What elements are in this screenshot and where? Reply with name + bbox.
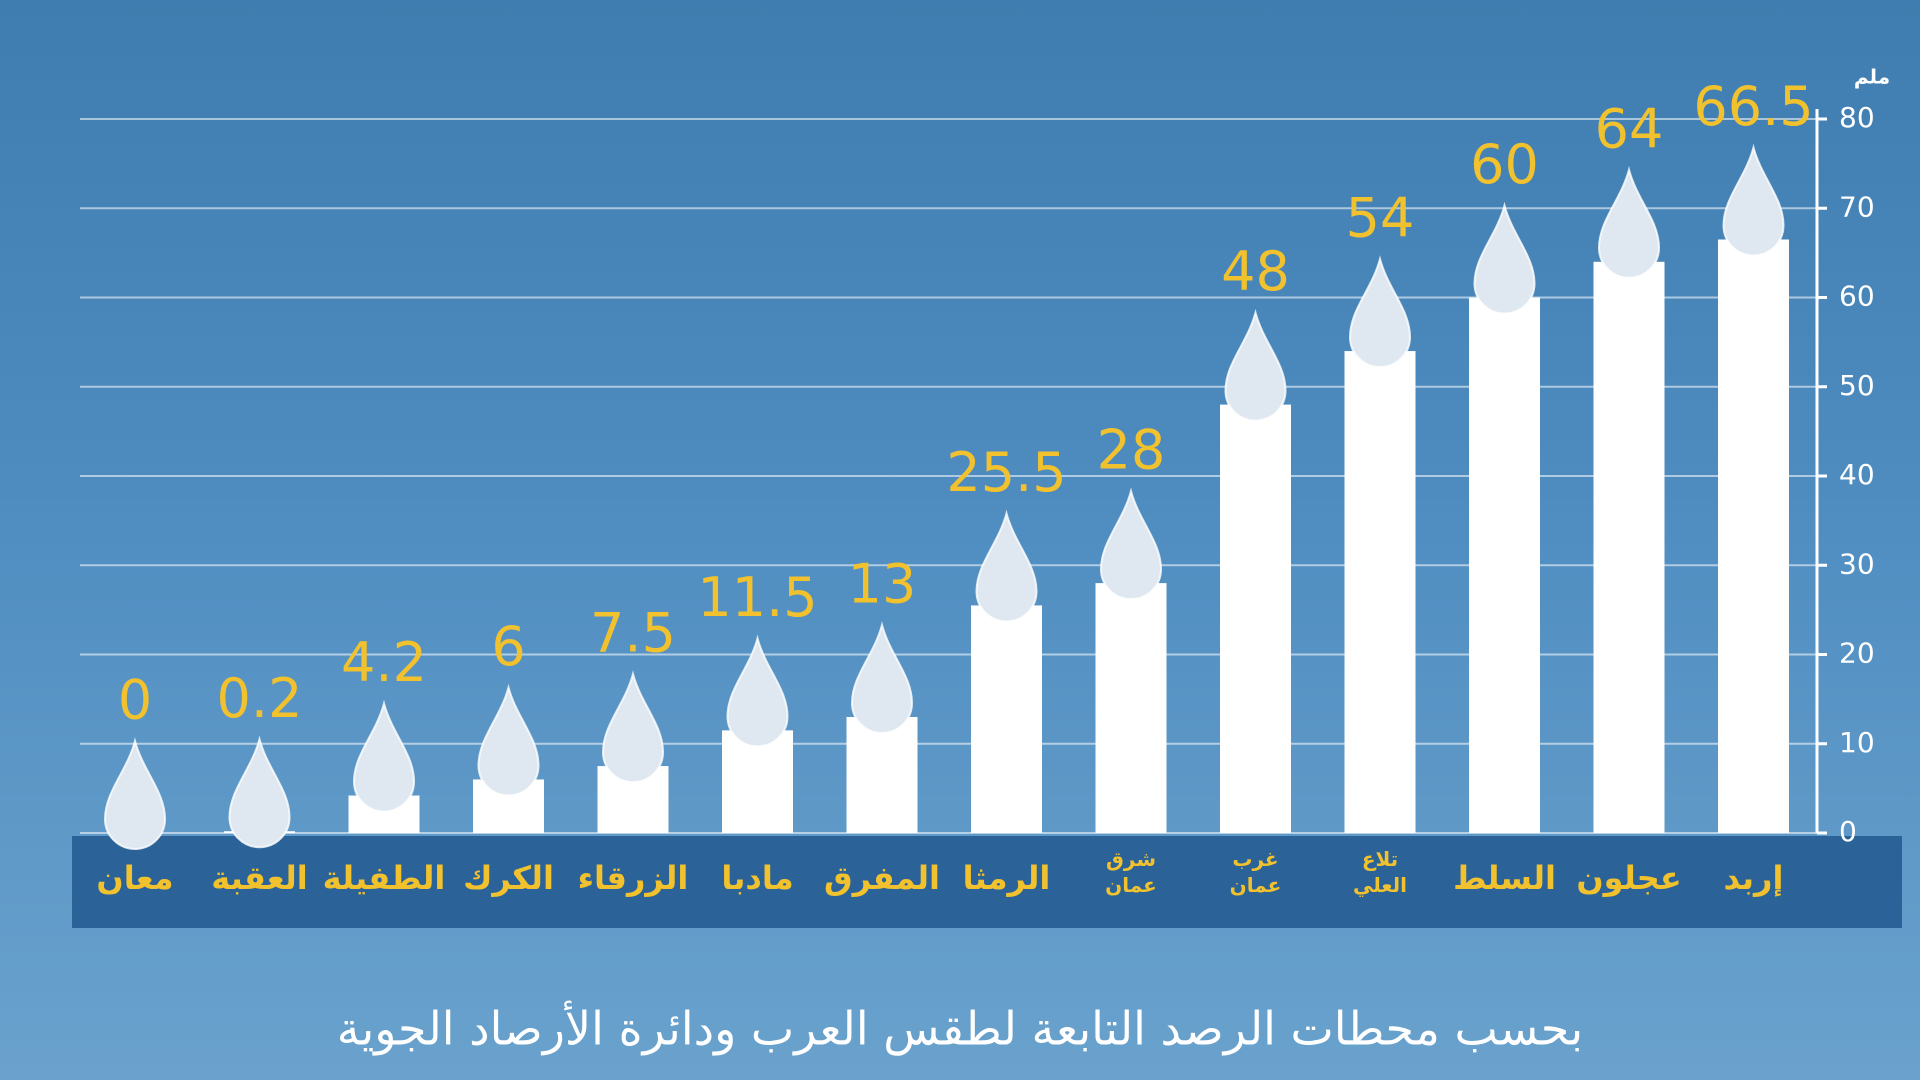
value-label: 6 bbox=[491, 615, 525, 678]
value-label: 64 bbox=[1595, 97, 1664, 160]
category-band bbox=[72, 836, 1902, 928]
bar bbox=[1593, 261, 1665, 833]
x-tick-label: معان bbox=[96, 859, 174, 897]
x-tick-label: الزرقاء bbox=[577, 859, 689, 897]
x-tick-label: الكرك bbox=[463, 859, 554, 897]
x-tick-label: المفرق bbox=[824, 859, 940, 897]
droplet bbox=[477, 683, 540, 797]
y-tick-label: 20 bbox=[1839, 637, 1875, 670]
x-tick-label: عجلون bbox=[1576, 859, 1682, 897]
value-label: 60 bbox=[1470, 133, 1539, 196]
x-tick-label: الرمثا bbox=[962, 859, 1051, 897]
droplet bbox=[1348, 255, 1412, 368]
droplet bbox=[1224, 308, 1287, 422]
droplet bbox=[726, 634, 789, 748]
y-unit: ملم bbox=[1854, 65, 1890, 89]
droplet bbox=[352, 699, 416, 813]
droplet bbox=[1597, 165, 1661, 279]
droplet bbox=[975, 509, 1038, 623]
bar bbox=[1220, 404, 1291, 833]
bar bbox=[1095, 583, 1167, 833]
droplet bbox=[850, 621, 914, 734]
droplet bbox=[228, 735, 291, 849]
x-tick-label: مادبا bbox=[721, 859, 794, 897]
bar bbox=[1718, 239, 1789, 834]
droplet bbox=[601, 670, 665, 783]
value-label: 54 bbox=[1346, 187, 1415, 250]
y-tick-label: 80 bbox=[1839, 101, 1875, 134]
value-label: 48 bbox=[1221, 240, 1290, 303]
x-tick-label: تلاع العلي bbox=[1352, 847, 1408, 897]
x-tick-label: إربد bbox=[1723, 859, 1784, 897]
value-label: 7.5 bbox=[590, 602, 676, 665]
value-label: 0.2 bbox=[217, 667, 303, 730]
x-tick-label: الطفيلة bbox=[322, 859, 446, 897]
x-tick-label: غرب عمان bbox=[1229, 847, 1282, 897]
value-label: 0 bbox=[118, 669, 152, 732]
y-tick-label: 70 bbox=[1839, 190, 1875, 223]
bar bbox=[1344, 351, 1416, 833]
y-tick-label: 0 bbox=[1839, 815, 1857, 848]
droplet bbox=[1473, 201, 1536, 315]
x-tick-label: العقبة bbox=[211, 859, 308, 897]
value-label: 25.5 bbox=[946, 441, 1066, 504]
value-label: 4.2 bbox=[341, 631, 427, 694]
droplet bbox=[1099, 487, 1163, 601]
value-label: 66.5 bbox=[1693, 75, 1813, 138]
x-tick-label: شرق عمان bbox=[1105, 847, 1157, 897]
value-label: 28 bbox=[1097, 419, 1166, 482]
bar bbox=[971, 605, 1042, 833]
y-tick-label: 30 bbox=[1839, 547, 1875, 580]
value-label: 11.5 bbox=[697, 566, 817, 629]
y-tick-label: 60 bbox=[1839, 280, 1875, 313]
droplet bbox=[103, 737, 167, 850]
bar bbox=[846, 716, 918, 833]
y-tick-label: 40 bbox=[1839, 458, 1875, 491]
droplet bbox=[1722, 143, 1785, 257]
y-tick-label: 10 bbox=[1839, 726, 1875, 759]
bar bbox=[1469, 297, 1540, 833]
source-note: بحسب محطات الرصد التابعة لطقس العرب ودائ… bbox=[337, 1000, 1583, 1057]
value-label: 13 bbox=[848, 553, 917, 616]
y-tick-label: 50 bbox=[1839, 369, 1875, 402]
x-tick-label: السلط bbox=[1453, 859, 1556, 897]
bar bbox=[722, 730, 793, 833]
